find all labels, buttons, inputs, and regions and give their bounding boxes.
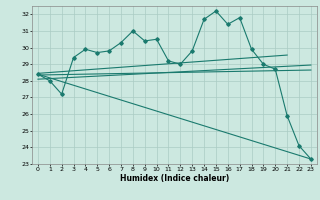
X-axis label: Humidex (Indice chaleur): Humidex (Indice chaleur): [120, 174, 229, 183]
